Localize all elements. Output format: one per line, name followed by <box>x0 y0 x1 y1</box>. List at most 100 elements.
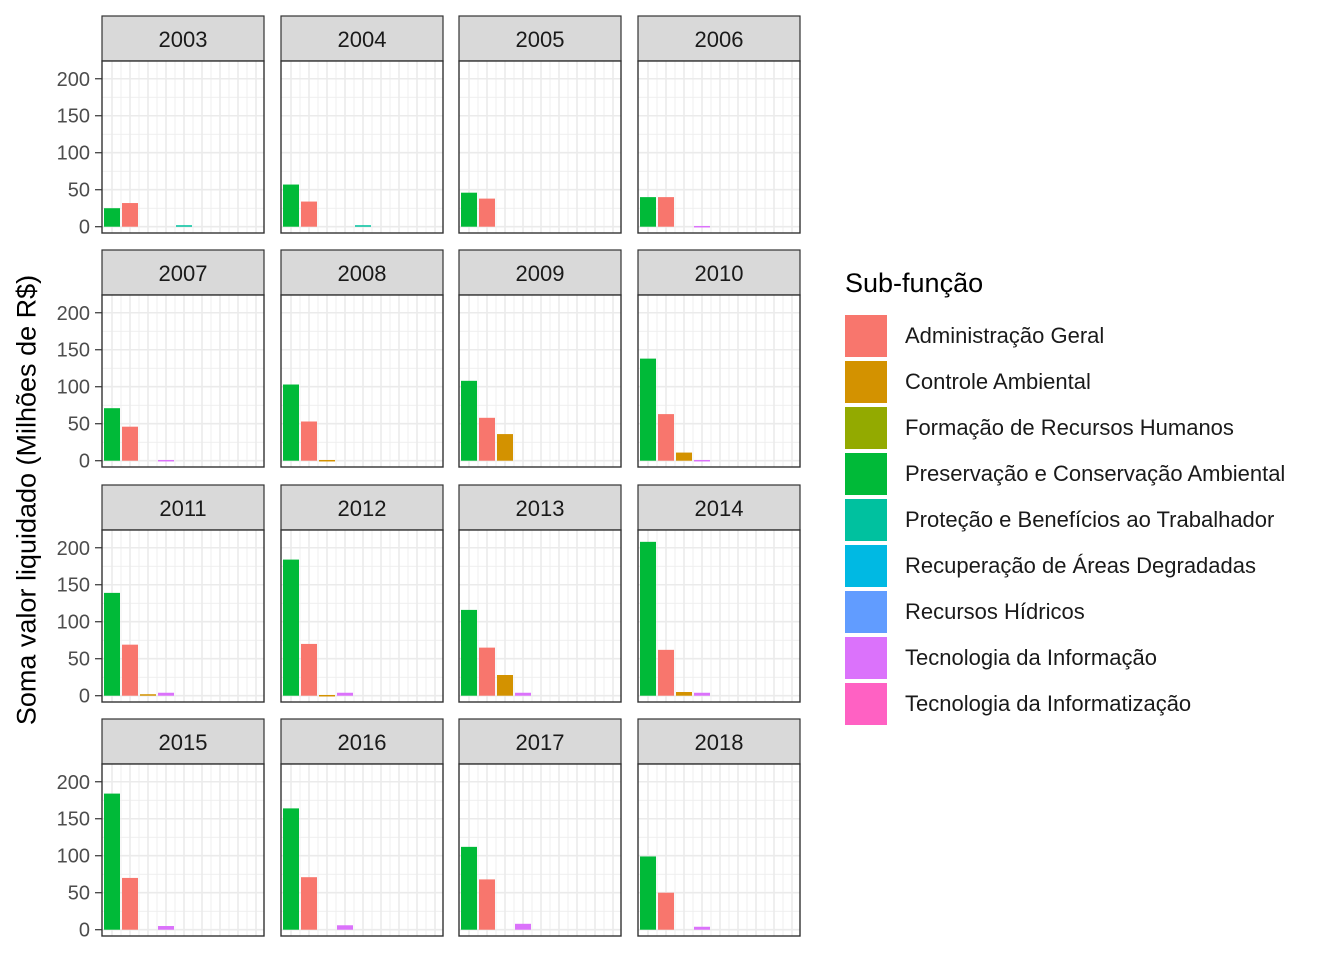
bar <box>319 459 335 462</box>
bar <box>658 649 674 696</box>
panel-border <box>637 529 801 703</box>
y-tick-label: 0 <box>79 686 90 708</box>
facet-strip <box>101 484 265 531</box>
bar <box>104 208 120 227</box>
panel-border <box>101 60 265 234</box>
bar <box>479 647 495 696</box>
legend-label: Controle Ambiental <box>905 369 1091 394</box>
facet-label: 2010 <box>695 261 744 286</box>
y-tick-label: 150 <box>57 575 90 597</box>
bar <box>104 408 120 461</box>
panel-border <box>280 763 444 937</box>
panel-border <box>637 60 801 234</box>
bar <box>694 225 710 228</box>
bar <box>461 192 477 227</box>
facet-strip <box>637 718 801 765</box>
bar <box>355 225 371 227</box>
bar <box>479 198 495 227</box>
facet-label: 2007 <box>159 261 208 286</box>
bar <box>658 892 674 930</box>
legend-item: Formação de Recursos Humanos <box>845 405 1285 451</box>
bar <box>337 692 353 696</box>
bar <box>640 541 656 696</box>
legend-item: Tecnologia da Informação <box>845 635 1285 681</box>
panel-border <box>101 294 265 468</box>
facet-strip <box>280 15 444 62</box>
y-tick-label: 50 <box>68 883 90 905</box>
facet-label: 2016 <box>338 730 387 755</box>
bar <box>158 459 174 462</box>
y-tick-label: 200 <box>57 69 90 91</box>
facet-label: 2018 <box>695 730 744 755</box>
facet-label: 2015 <box>159 730 208 755</box>
legend-label: Administração Geral <box>905 323 1105 348</box>
bar <box>158 692 174 696</box>
bar <box>301 421 317 461</box>
y-tick-label: 150 <box>57 809 90 831</box>
bar <box>461 846 477 930</box>
facet-label: 2005 <box>516 27 565 52</box>
legend-key <box>845 453 887 495</box>
facet-strip <box>458 249 622 296</box>
bar <box>461 609 477 696</box>
bar <box>104 793 120 930</box>
panel-border <box>280 529 444 703</box>
facet-label: 2006 <box>695 27 744 52</box>
facet-strip <box>101 718 265 765</box>
legend-title: Sub-função <box>845 268 984 298</box>
bar <box>676 692 692 696</box>
facet-label: 2004 <box>338 27 387 52</box>
bar <box>122 644 138 696</box>
facet-label: 2014 <box>695 496 744 521</box>
panel-border <box>458 763 622 937</box>
y-tick-label: 100 <box>57 377 90 399</box>
legend-key <box>845 499 887 541</box>
y-tick-label: 0 <box>79 217 90 239</box>
legend-item: Tecnologia da Informatização <box>845 681 1285 727</box>
bar <box>640 197 656 227</box>
bar <box>301 877 317 930</box>
y-tick-label: 150 <box>57 106 90 128</box>
bar <box>479 417 495 461</box>
facet-strip <box>101 249 265 296</box>
legend-key <box>845 407 887 449</box>
facet-label: 2008 <box>338 261 387 286</box>
legend-item: Recuperação de Áreas Degradadas <box>845 543 1285 589</box>
facet-strip <box>280 249 444 296</box>
facet-label: 2011 <box>159 496 206 521</box>
bar <box>515 692 531 696</box>
bar <box>694 692 710 696</box>
panel-border <box>458 529 622 703</box>
legend-label: Recuperação de Áreas Degradadas <box>905 553 1257 578</box>
bar <box>122 203 138 227</box>
legend-label: Recursos Hídricos <box>905 599 1085 624</box>
bar <box>122 426 138 461</box>
bar <box>283 384 299 461</box>
y-tick-label: 50 <box>68 414 90 436</box>
y-tick-label: 200 <box>57 772 90 794</box>
facet-label: 2009 <box>516 261 565 286</box>
y-tick-label: 200 <box>57 538 90 560</box>
bar <box>301 643 317 696</box>
panel-border <box>280 294 444 468</box>
legend-label: Preservação e Conservação Ambiental <box>905 461 1286 486</box>
bar <box>140 694 156 696</box>
bar <box>479 879 495 930</box>
facet-label: 2013 <box>516 496 565 521</box>
bar <box>658 414 674 461</box>
legend-item: Controle Ambiental <box>845 359 1285 405</box>
legend-label: Tecnologia da Informatização <box>905 691 1192 716</box>
panel-border <box>280 60 444 234</box>
bar <box>176 225 192 227</box>
bar <box>301 201 317 227</box>
bar <box>640 358 656 461</box>
legend-label: Proteção e Benefícios ao Trabalhador <box>905 507 1275 532</box>
legend-label: Formação de Recursos Humanos <box>905 415 1234 440</box>
legend: Sub-função Administração Geral Controle A… <box>845 268 1285 727</box>
facet-label: 2012 <box>338 496 387 521</box>
bar <box>676 452 692 461</box>
bar <box>122 877 138 930</box>
y-tick-label: 50 <box>68 649 90 671</box>
bar <box>461 380 477 461</box>
